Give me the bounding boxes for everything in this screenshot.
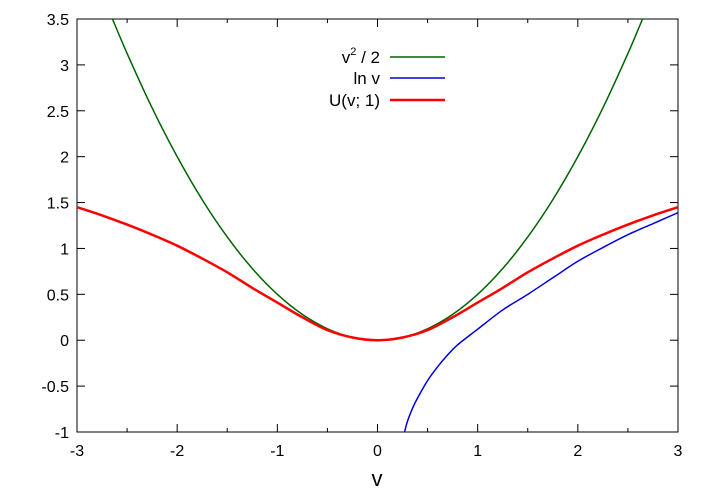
x-axis-label: v	[372, 466, 383, 491]
legend-label: ln v	[354, 69, 381, 88]
y-tick-label: 2.5	[47, 104, 69, 121]
x-tick-label: -1	[270, 443, 284, 460]
y-tick-label: -0.5	[41, 379, 69, 396]
x-tick-label: 2	[573, 443, 582, 460]
y-tick-label: 3.5	[47, 12, 69, 29]
y-tick-label: 1	[60, 241, 69, 258]
x-tick-label: -2	[170, 443, 184, 460]
y-tick-label: -1	[55, 425, 69, 442]
y-tick-label: 1.5	[47, 196, 69, 213]
x-tick-label: 1	[473, 443, 482, 460]
y-tick-label: 0	[60, 333, 69, 350]
axis-tick-labels: -3 -2 -1 0 1 2 3 -1 -0.5 0 0.5 1 1.5 2 2.5 3 3.5	[41, 12, 682, 460]
axis-ticks	[76, 18, 679, 433]
series-line	[77, 205, 678, 342]
series-line	[403, 211, 678, 432]
series-lines	[77, 19, 678, 432]
legend: v2 / 2 ln v U(v; 1)	[329, 46, 445, 110]
y-tick-label: 2	[60, 150, 69, 167]
x-tick-label: -3	[70, 443, 84, 460]
y-tick-label: 3	[60, 58, 69, 75]
legend-label: v2 / 2	[342, 46, 380, 67]
y-tick-label: 0.5	[47, 287, 69, 304]
x-tick-label: 0	[373, 443, 382, 460]
x-tick-label: 3	[674, 443, 683, 460]
legend-label: U(v; 1)	[329, 91, 380, 110]
